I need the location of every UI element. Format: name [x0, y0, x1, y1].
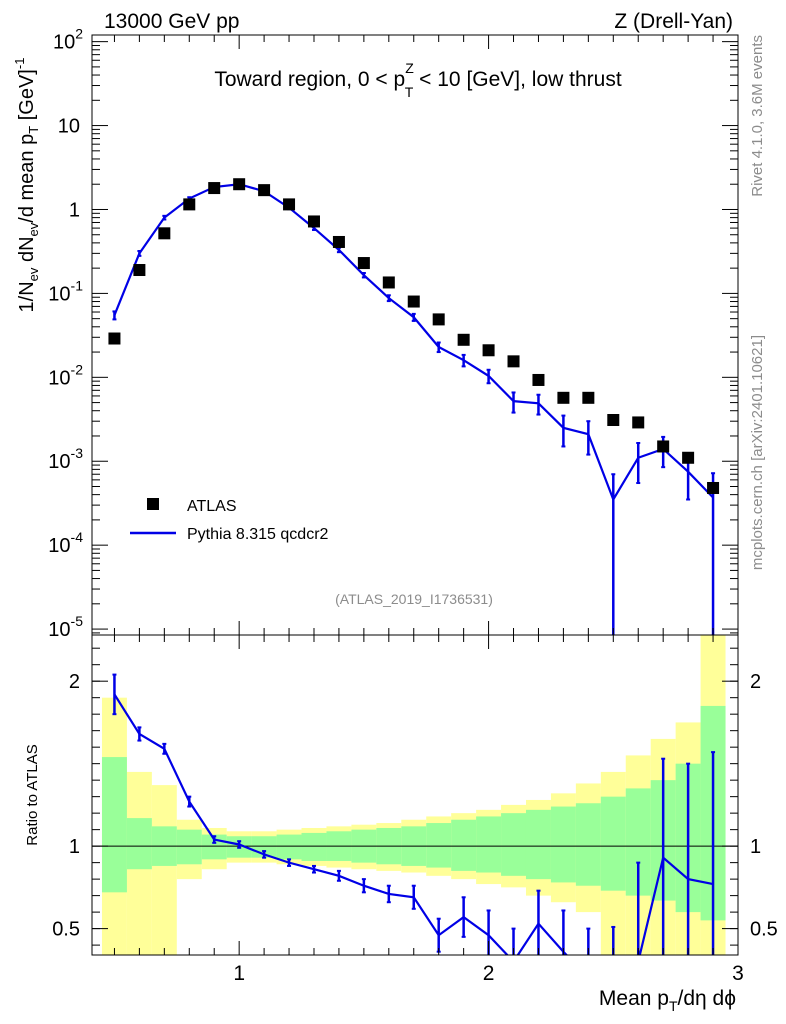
stat-band-bin: [426, 823, 452, 868]
y-tick-label: 10-3: [48, 445, 83, 473]
x-axis-label: Mean pT/dη dϕ: [599, 987, 736, 1014]
atlas-data-point: [657, 440, 670, 453]
ratio-y-tick-label-right: 2: [750, 671, 761, 693]
main-plot-frame: [91, 34, 739, 636]
atlas-data-point: [632, 416, 645, 429]
y-tick-label: 10: [58, 116, 80, 138]
ratio-plot-frame: [91, 634, 739, 956]
atlas-data-point: [582, 391, 595, 404]
atlas-data-point: [208, 182, 221, 195]
stat-band-bin: [600, 796, 626, 891]
stat-band-bin: [176, 829, 202, 865]
plot-title: Toward region, 0 < pZ T < 10 [GeV], low t…: [214, 60, 622, 100]
y-tick-label: 10-1: [48, 277, 83, 305]
stat-band-bin: [501, 813, 526, 876]
ratio-y-tick-label: 0.5: [52, 919, 80, 941]
stat-band-bin: [476, 816, 502, 873]
main-y-axis-label: 1/Nev dNev/d mean pT [GeV]-1: [12, 58, 41, 313]
atlas-data-point: [332, 235, 345, 248]
atlas-data-point: [357, 257, 370, 270]
atlas-data-point: [682, 451, 695, 464]
atlas-data-point: [482, 344, 495, 357]
atlas-data-point: [183, 198, 196, 211]
legend-marker-atlas: [147, 498, 159, 510]
atlas-data-point: [507, 355, 520, 368]
atlas-data-point: [407, 295, 420, 308]
legend: ATLAS Pythia 8.315 qcdcr2: [130, 498, 329, 543]
stat-band-bin: [451, 819, 477, 871]
analysis-watermark: (ATLAS_2019_I1736531): [335, 591, 493, 607]
source-label: mcplots.cern.ch [arXiv:2401.10621]: [749, 335, 766, 570]
legend-label-atlas: ATLAS: [187, 498, 237, 515]
pythia-line: [113, 183, 714, 503]
ratio-plot-panel: 1 2 3 0.5 0.5 1 1 2 2: [52, 634, 778, 985]
atlas-data-point: [607, 414, 620, 427]
rivet-version-label: Rivet 4.1.0, 3.6M events: [749, 35, 766, 197]
atlas-data-point: [532, 373, 545, 386]
ratio-y-tick-label-right: 0.5: [750, 919, 778, 941]
x-tick-label: 3: [732, 962, 744, 985]
x-tick-label: 1: [233, 962, 245, 985]
ratio-y-tick-label-right: 1: [750, 836, 761, 858]
atlas-data-point: [233, 178, 246, 191]
y-tick-label: 10-5: [48, 613, 83, 641]
stat-band-bin: [126, 818, 152, 870]
atlas-data-point: [382, 276, 395, 289]
header-right: Z (Drell-Yan): [614, 10, 733, 33]
y-tick-label: 102: [53, 26, 83, 54]
atlas-data-point: [133, 264, 146, 277]
atlas-data-point: [258, 184, 271, 197]
x-tick-label: 2: [483, 962, 495, 985]
legend-label-pythia: Pythia 8.315 qcdcr2: [187, 526, 329, 543]
ratio-y-axis-label: Ratio to ATLAS: [24, 744, 41, 845]
y-tick-label: 10-2: [48, 361, 83, 389]
atlas-data-point: [557, 391, 570, 404]
stat-band-bin: [276, 834, 302, 860]
stat-band-bin: [301, 832, 327, 861]
atlas-data-point: [457, 333, 470, 346]
ratio-y-tick-label: 1: [69, 836, 80, 858]
atlas-data-point: [158, 227, 171, 240]
atlas-data-point: [108, 332, 121, 345]
y-tick-label: 1: [69, 199, 80, 221]
stat-band-bin: [101, 757, 127, 893]
ratio-y-tick-label: 2: [69, 671, 80, 693]
main-plot-panel: 10-5 10-4 10-3 10-2 10-1 1 10 102: [48, 26, 739, 641]
stat-band-bin: [525, 809, 551, 880]
atlas-data-point: [307, 215, 320, 228]
stat-band-bin: [575, 803, 601, 886]
atlas-data-point: [283, 198, 296, 211]
atlas-data-point: [707, 481, 720, 494]
header-left: 13000 GeV pp: [104, 10, 239, 33]
total-band-bin: [151, 785, 177, 955]
y-tick-label: 10-4: [48, 529, 83, 557]
stat-band-bin: [550, 806, 576, 883]
atlas-data-point: [432, 313, 445, 326]
